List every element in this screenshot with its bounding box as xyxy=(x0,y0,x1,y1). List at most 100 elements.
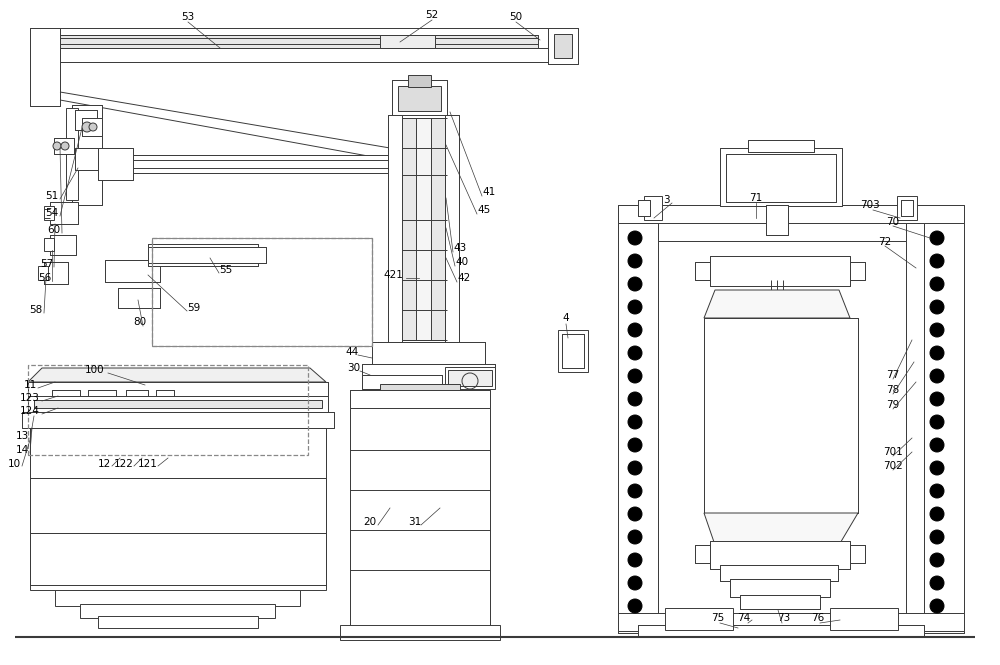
Text: 11: 11 xyxy=(23,380,37,390)
Bar xyxy=(82,118,102,136)
Bar xyxy=(548,28,578,64)
Text: 53: 53 xyxy=(181,12,195,22)
Bar xyxy=(710,256,850,286)
Bar xyxy=(618,223,658,633)
Bar xyxy=(638,200,650,216)
Text: 20: 20 xyxy=(363,517,377,527)
Bar xyxy=(152,238,372,346)
Bar xyxy=(548,28,578,64)
Text: 78: 78 xyxy=(886,385,900,395)
Bar xyxy=(665,608,733,630)
Circle shape xyxy=(930,369,944,383)
Bar xyxy=(28,382,328,396)
Circle shape xyxy=(628,369,642,383)
Bar xyxy=(766,205,788,235)
Bar xyxy=(618,205,964,223)
Bar xyxy=(901,200,913,216)
Circle shape xyxy=(628,254,642,268)
Text: 13: 13 xyxy=(15,431,29,441)
Text: 51: 51 xyxy=(45,191,59,201)
Circle shape xyxy=(628,231,642,245)
Bar xyxy=(105,260,160,282)
Bar xyxy=(126,390,148,400)
Bar xyxy=(402,118,416,340)
Circle shape xyxy=(930,254,944,268)
Bar xyxy=(148,244,258,266)
Bar xyxy=(388,395,460,403)
Bar xyxy=(704,318,858,513)
Bar xyxy=(726,154,836,202)
Circle shape xyxy=(82,122,92,132)
Text: 40: 40 xyxy=(455,257,469,267)
Text: 701: 701 xyxy=(883,447,903,457)
Bar xyxy=(80,604,275,618)
Circle shape xyxy=(930,530,944,544)
Circle shape xyxy=(89,123,97,131)
Circle shape xyxy=(628,277,642,291)
Bar xyxy=(350,390,490,408)
Bar xyxy=(350,408,490,633)
Bar xyxy=(82,118,102,136)
Circle shape xyxy=(930,576,944,590)
Bar xyxy=(638,200,650,216)
Bar xyxy=(126,390,148,400)
Bar xyxy=(448,370,492,386)
Bar xyxy=(38,35,538,48)
Text: 122: 122 xyxy=(114,459,134,469)
Text: 10: 10 xyxy=(7,459,21,469)
Text: 100: 100 xyxy=(85,365,105,375)
Bar xyxy=(658,223,906,241)
Circle shape xyxy=(61,142,69,150)
Bar xyxy=(362,364,495,384)
Bar xyxy=(30,428,326,478)
Bar xyxy=(362,375,442,389)
Bar xyxy=(385,392,455,402)
Bar xyxy=(392,80,447,115)
Text: 42: 42 xyxy=(457,273,471,283)
Bar xyxy=(618,613,964,631)
Circle shape xyxy=(930,300,944,314)
Circle shape xyxy=(628,415,642,429)
Bar xyxy=(75,110,97,130)
Circle shape xyxy=(628,553,642,567)
Bar xyxy=(388,115,402,343)
Bar xyxy=(901,200,913,216)
Bar xyxy=(372,342,485,364)
Bar xyxy=(88,390,116,400)
Circle shape xyxy=(628,484,642,498)
Circle shape xyxy=(930,392,944,406)
Bar xyxy=(388,115,402,343)
Bar xyxy=(98,616,258,628)
Circle shape xyxy=(930,461,944,475)
Bar xyxy=(740,595,820,609)
Bar xyxy=(720,565,838,581)
Bar xyxy=(431,118,445,340)
Bar xyxy=(720,148,842,206)
Bar xyxy=(98,155,388,173)
Bar xyxy=(726,154,836,202)
Circle shape xyxy=(628,300,642,314)
Bar xyxy=(30,428,326,478)
Text: 56: 56 xyxy=(38,273,52,283)
Circle shape xyxy=(628,346,642,360)
Text: 703: 703 xyxy=(860,200,880,210)
Bar xyxy=(44,262,68,284)
Bar xyxy=(372,342,485,364)
Bar xyxy=(408,75,431,87)
Bar xyxy=(695,545,865,563)
Bar xyxy=(52,390,80,400)
Bar xyxy=(98,148,133,180)
Bar xyxy=(30,533,326,585)
Bar xyxy=(28,396,328,412)
Bar xyxy=(30,478,326,533)
Circle shape xyxy=(930,415,944,429)
Text: 71: 71 xyxy=(749,193,763,203)
Bar xyxy=(710,541,850,569)
Polygon shape xyxy=(704,513,858,545)
Bar xyxy=(66,108,78,200)
Circle shape xyxy=(930,231,944,245)
Circle shape xyxy=(930,507,944,521)
Bar xyxy=(720,148,842,206)
Bar xyxy=(740,595,820,609)
Bar xyxy=(618,205,964,223)
